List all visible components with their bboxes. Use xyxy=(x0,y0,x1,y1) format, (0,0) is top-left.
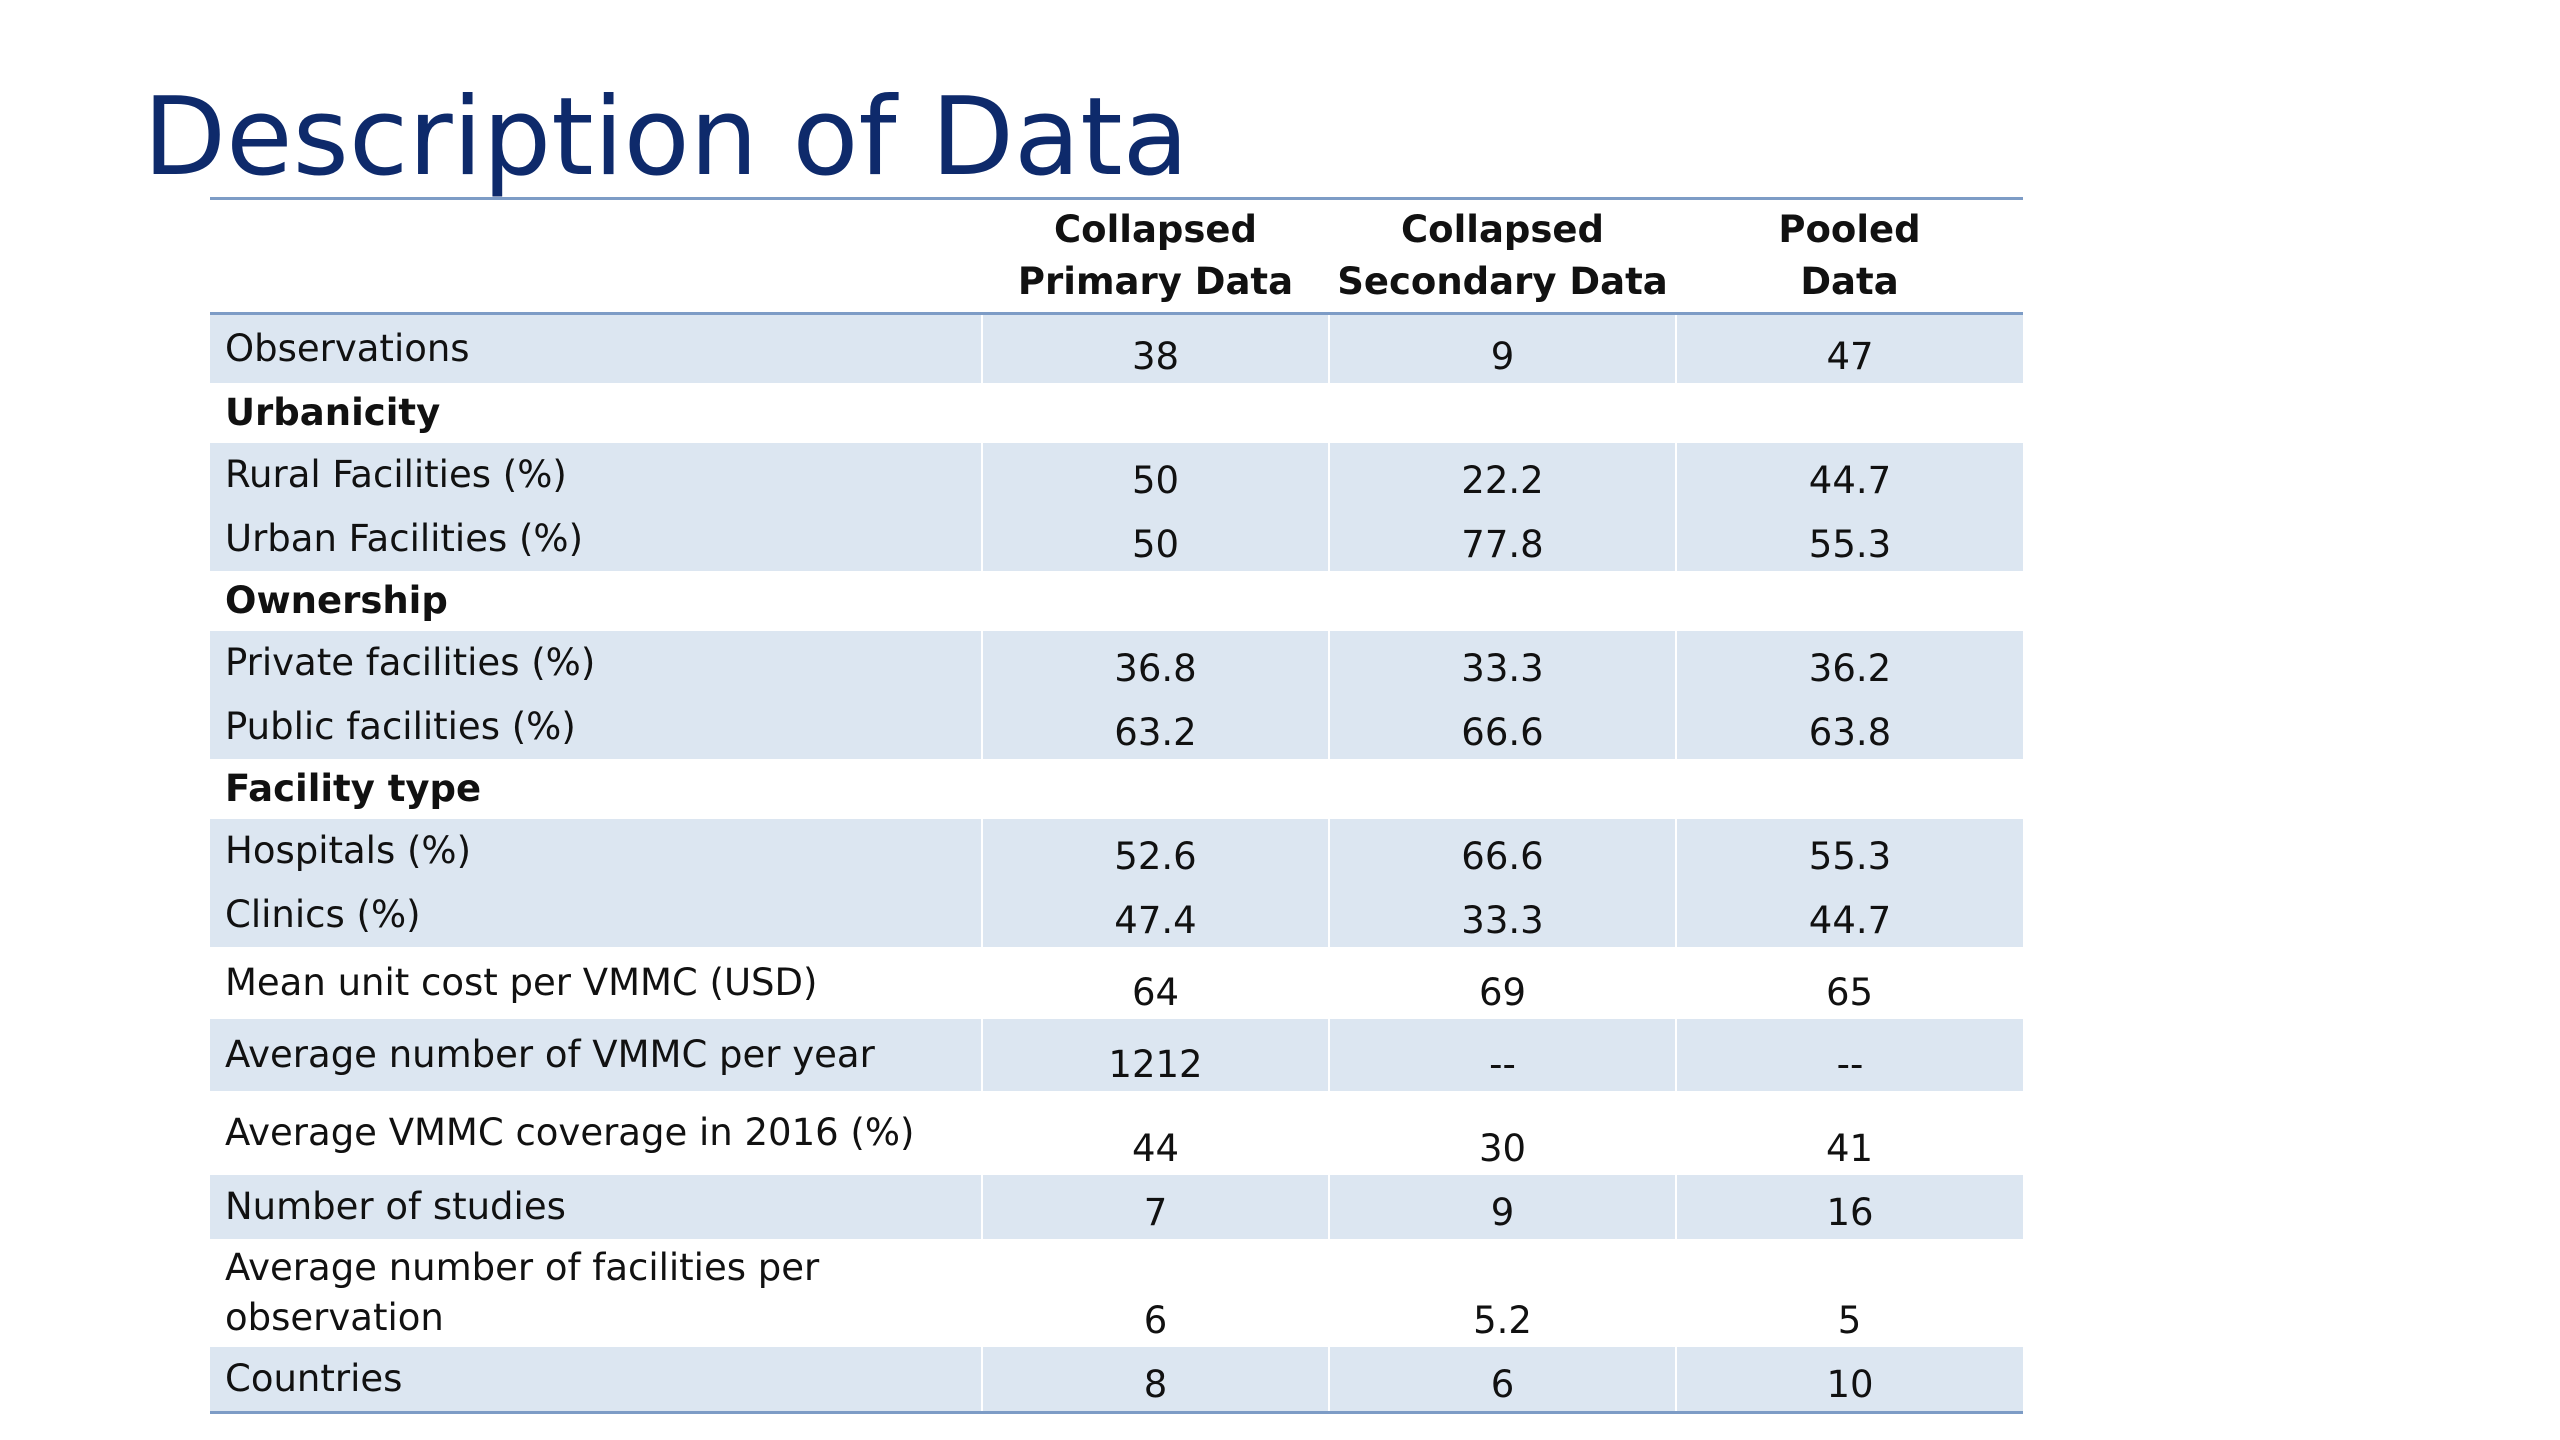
table-row-hospitals: Hospitals (%) 52.6 66.6 55.3 xyxy=(210,819,2023,883)
cell-primary: 7 xyxy=(981,1175,1329,1239)
cell-pooled: 65 xyxy=(1676,947,2023,1019)
cell-secondary: 9 xyxy=(1328,313,1676,383)
header-text-line: Secondary Data xyxy=(1337,260,1668,303)
cell-primary: 47.4 xyxy=(981,883,1329,947)
header-text-line: Collapsed xyxy=(1401,208,1604,251)
table-row-avg-facilities-per-observation: Average number of facilities per observa… xyxy=(210,1239,2023,1347)
table-header: Collapsed Primary Data Collapsed Seconda… xyxy=(210,198,2023,314)
table-row-public-facilities: Public facilities (%) 63.2 66.6 63.8 xyxy=(210,695,2023,759)
table-row-mean-unit-cost: Mean unit cost per VMMC (USD) 64 69 65 xyxy=(210,947,2023,1019)
row-label: Average number of facilities per observa… xyxy=(210,1239,982,1347)
table-row-private-facilities: Private facilities (%) 36.8 33.3 36.2 xyxy=(210,631,2023,695)
cell-secondary: 22.2 xyxy=(1328,443,1676,507)
cell-primary: 44 xyxy=(982,1091,1329,1175)
header-collapsed-secondary: Collapsed Secondary Data xyxy=(1329,199,1676,314)
table-row-clinics: Clinics (%) 47.4 33.3 44.7 xyxy=(210,883,2023,947)
cell-primary: 6 xyxy=(982,1239,1329,1347)
row-label: Average VMMC coverage in 2016 (%) xyxy=(210,1091,982,1175)
cell-secondary: 77.8 xyxy=(1328,507,1676,571)
row-label: Public facilities (%) xyxy=(210,695,982,759)
cell-secondary: 69 xyxy=(1329,947,1676,1019)
row-label: Number of studies xyxy=(210,1175,982,1239)
section-heading: Ownership xyxy=(210,571,2023,631)
cell-pooled: 36.2 xyxy=(1675,631,2023,695)
header-collapsed-primary: Collapsed Primary Data xyxy=(982,199,1329,314)
cell-pooled: 55.3 xyxy=(1675,819,2023,883)
cell-secondary: 6 xyxy=(1328,1347,1676,1413)
header-text-line: Pooled xyxy=(1778,208,1921,251)
table-row-avg-vmmc-coverage: Average VMMC coverage in 2016 (%) 44 30 … xyxy=(210,1091,2023,1175)
cell-pooled: 10 xyxy=(1675,1347,2023,1413)
table-body: Observations 38 9 47 Urbanicity Rural Fa… xyxy=(210,313,2023,1413)
cell-pooled: 5 xyxy=(1676,1239,2023,1347)
table-row-avg-vmmc-per-year: Average number of VMMC per year 1212 -- … xyxy=(210,1019,2023,1091)
section-row-ownership: Ownership xyxy=(210,571,2023,631)
cell-pooled: 44.7 xyxy=(1675,443,2023,507)
table-row-number-of-studies: Number of studies 7 9 16 xyxy=(210,1175,2023,1239)
cell-secondary: 5.2 xyxy=(1329,1239,1676,1347)
header-pooled: Pooled Data xyxy=(1676,199,2023,314)
cell-pooled: 41 xyxy=(1676,1091,2023,1175)
cell-pooled: 44.7 xyxy=(1675,883,2023,947)
row-label-line: observation xyxy=(225,1296,444,1339)
data-description-table: Collapsed Primary Data Collapsed Seconda… xyxy=(210,197,2023,1414)
header-text-line: Data xyxy=(1800,260,1899,303)
table-header-row: Collapsed Primary Data Collapsed Seconda… xyxy=(210,198,2023,314)
cell-primary: 38 xyxy=(981,313,1329,383)
row-label: Hospitals (%) xyxy=(210,819,982,883)
section-row-urbanicity: Urbanicity xyxy=(210,383,2023,443)
cell-pooled: -- xyxy=(1675,1019,2023,1091)
cell-secondary: 33.3 xyxy=(1328,631,1676,695)
cell-secondary: -- xyxy=(1328,1019,1676,1091)
row-label: Countries xyxy=(210,1347,982,1413)
cell-pooled: 63.8 xyxy=(1675,695,2023,759)
header-label-column xyxy=(210,199,982,314)
cell-primary: 50 xyxy=(981,507,1329,571)
row-label-line: Average number of facilities per xyxy=(225,1246,820,1289)
data-table-container: Collapsed Primary Data Collapsed Seconda… xyxy=(210,197,2023,1414)
header-text-line: Collapsed xyxy=(1054,208,1257,251)
row-label: Mean unit cost per VMMC (USD) xyxy=(210,947,982,1019)
cell-primary: 63.2 xyxy=(981,695,1329,759)
section-heading: Facility type xyxy=(210,759,2023,819)
row-label: Observations xyxy=(210,313,982,383)
cell-pooled: 16 xyxy=(1675,1175,2023,1239)
cell-primary: 36.8 xyxy=(981,631,1329,695)
header-text-line: Primary Data xyxy=(1017,260,1294,303)
cell-primary: 1212 xyxy=(981,1019,1329,1091)
row-label: Average number of VMMC per year xyxy=(210,1019,982,1091)
slide-title: Description of Data xyxy=(143,75,1189,200)
cell-primary: 52.6 xyxy=(981,819,1329,883)
section-row-facility-type: Facility type xyxy=(210,759,2023,819)
row-label: Clinics (%) xyxy=(210,883,982,947)
cell-primary: 50 xyxy=(981,443,1329,507)
row-label: Urban Facilities (%) xyxy=(210,507,982,571)
table-row-countries: Countries 8 6 10 xyxy=(210,1347,2023,1413)
section-heading: Urbanicity xyxy=(210,383,2023,443)
cell-secondary: 66.6 xyxy=(1328,695,1676,759)
row-label: Rural Facilities (%) xyxy=(210,443,982,507)
cell-primary: 64 xyxy=(982,947,1329,1019)
table-row-observations: Observations 38 9 47 xyxy=(210,313,2023,383)
cell-secondary: 66.6 xyxy=(1328,819,1676,883)
table-row-rural-facilities: Rural Facilities (%) 50 22.2 44.7 xyxy=(210,443,2023,507)
row-label: Private facilities (%) xyxy=(210,631,982,695)
cell-primary: 8 xyxy=(981,1347,1329,1413)
cell-secondary: 9 xyxy=(1328,1175,1676,1239)
cell-pooled: 55.3 xyxy=(1675,507,2023,571)
cell-secondary: 30 xyxy=(1329,1091,1676,1175)
cell-secondary: 33.3 xyxy=(1328,883,1676,947)
cell-pooled: 47 xyxy=(1675,313,2023,383)
table-row-urban-facilities: Urban Facilities (%) 50 77.8 55.3 xyxy=(210,507,2023,571)
